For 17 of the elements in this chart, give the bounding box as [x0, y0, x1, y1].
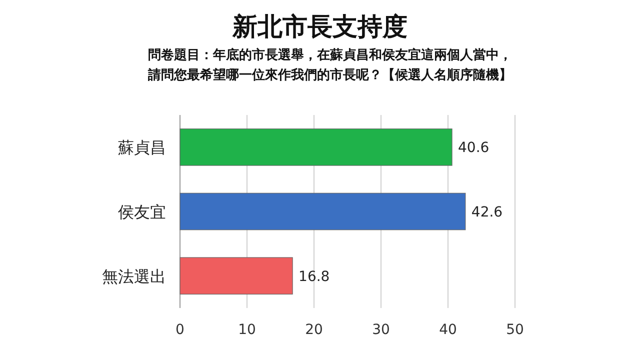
x-tick-label: 50	[506, 322, 524, 338]
y-tick-label: 蘇貞昌	[118, 138, 166, 158]
x-tick-label: 20	[305, 322, 323, 338]
data-label: 40.6	[458, 140, 490, 156]
y-tick-label: 侯友宜	[118, 202, 166, 222]
bar	[180, 128, 452, 166]
data-label: 42.6	[471, 204, 503, 220]
x-tick-label: 30	[372, 322, 390, 338]
data-label: 16.8	[298, 268, 330, 285]
bar	[180, 257, 293, 294]
y-tick-label: 無法選出	[102, 266, 166, 286]
chart-title: 新北市長支持度	[231, 11, 408, 43]
bar	[180, 192, 466, 230]
x-tick-label: 10	[238, 322, 256, 338]
x-tick-label: 40	[439, 322, 457, 338]
chart-subtitle: 問卷題目：年底的市長選舉，在蘇貞昌和侯友宜這兩個人當中，請問您最希望哪一位來作我們的市長呢？【候選人名順序隨機】	[146, 46, 513, 85]
x-tick-label: 0	[176, 322, 184, 338]
